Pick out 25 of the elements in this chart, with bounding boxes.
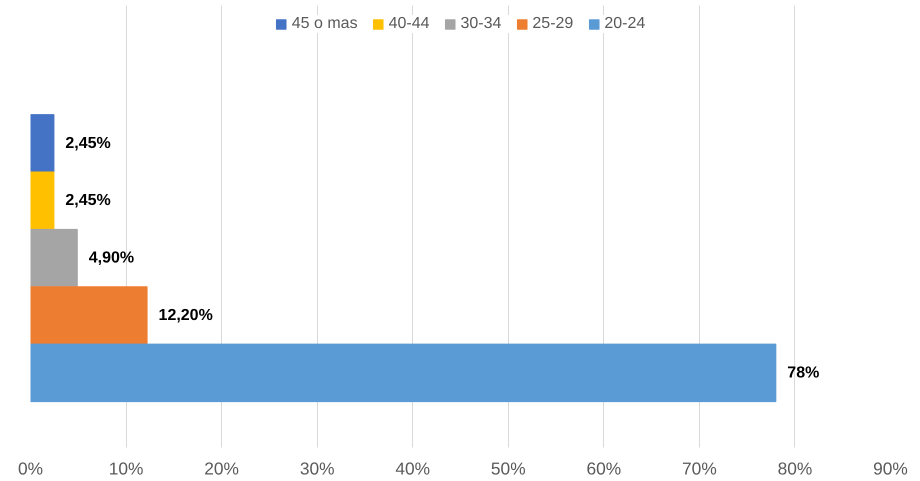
legend-label: 40-44 xyxy=(388,15,430,33)
data-label: 78% xyxy=(787,364,820,382)
x-tick-label: 30% xyxy=(300,458,335,478)
data-label: 2,45% xyxy=(65,192,111,210)
x-tick-label: 60% xyxy=(586,458,622,478)
x-tick-label: 20% xyxy=(204,458,239,478)
legend-label: 25-29 xyxy=(532,15,574,33)
legend-label: 45 o mas xyxy=(292,15,358,33)
x-tick-label: 50% xyxy=(490,458,526,478)
bar xyxy=(30,344,776,402)
data-label: 4,90% xyxy=(88,250,134,267)
legend-label: 30-34 xyxy=(460,15,502,33)
x-tick-label: 90% xyxy=(873,458,908,478)
bar xyxy=(30,171,54,230)
data-label: 12,20% xyxy=(158,306,213,324)
bar xyxy=(30,114,54,172)
x-tick-label: 10% xyxy=(108,458,144,478)
x-tick-label: 70% xyxy=(682,458,717,478)
bar xyxy=(30,228,78,288)
x-tick-label: 0% xyxy=(18,458,44,478)
legend-label: 20-24 xyxy=(604,15,646,33)
bar xyxy=(30,286,148,345)
data-label: 2,45% xyxy=(65,134,111,152)
x-tick-label: 40% xyxy=(395,458,430,478)
x-tick-label: 80% xyxy=(778,458,812,478)
